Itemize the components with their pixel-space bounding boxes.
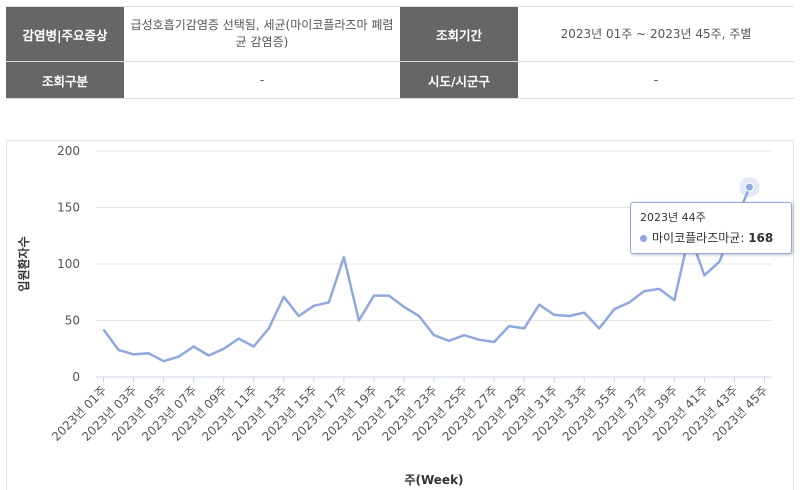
info-row-1: 감염병|주요증상 급성호흡기감염증 선택됨, 세균(마이코플라즈마 폐렴균 감염… (6, 6, 794, 62)
gridlines (96, 150, 772, 378)
chart-tooltip: 2023년 44주 마이코플라즈마균: 168 (630, 202, 792, 254)
series-points (739, 177, 760, 198)
region-value: - (653, 72, 659, 87)
y-tick-labels: 0 50 100 150 200 (57, 144, 80, 384)
y-tick-label: 0 (72, 370, 80, 384)
query-info-table: 감염병|주요증상 급성호흡기감염증 선택됨, 세균(마이코플라즈마 폐렴균 감염… (6, 6, 794, 99)
disease-value: 급성호흡기감염증 선택됨, 세균(마이코플라즈마 폐렴균 감염증) (130, 18, 394, 49)
tooltip-week: 2023년 44주 (640, 211, 706, 224)
tooltip-series: 마이코플라즈마균 (652, 231, 741, 245)
tooltip-value: 168 (748, 231, 774, 245)
y-tick-label: 50 (65, 314, 80, 328)
y-tick-label: 150 (57, 201, 80, 215)
highlighted-data-point[interactable] (744, 182, 754, 192)
query-type-label: 조회구분 (6, 61, 124, 99)
y-tick-label: 200 (57, 144, 80, 158)
info-row-2: 조회구분 - 시도/시군구 - (6, 61, 794, 99)
series-lines (102, 186, 751, 363)
x-axis-label: 주(Week) (404, 473, 463, 487)
y-tick-label: 100 (57, 257, 80, 271)
query-type-value: - (259, 72, 265, 87)
disease-label: 감염병|주요증상 (6, 6, 124, 62)
y-axis-label: 입원환자수 (16, 236, 31, 291)
period-label: 조회기간 (400, 6, 518, 62)
chart-panel (6, 140, 794, 490)
period-value: 2023년 01주 ~ 2023년 45주, 주별 (560, 26, 752, 41)
series-dot-icon (640, 235, 647, 242)
series-line (102, 186, 751, 363)
region-label: 시도/시군구 (400, 61, 518, 99)
tooltip-row: 마이코플라즈마균: 168 (640, 229, 782, 246)
